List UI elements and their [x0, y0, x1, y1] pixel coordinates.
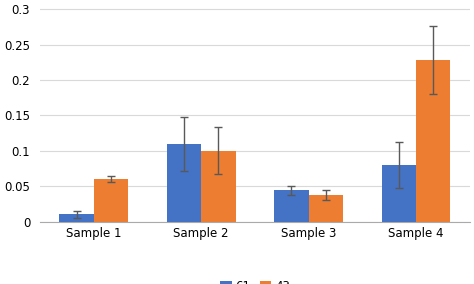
Bar — [309, 195, 343, 222]
Bar — [59, 214, 94, 222]
Bar — [94, 179, 128, 222]
Legend: 61, 43: 61, 43 — [215, 275, 294, 284]
Bar — [274, 190, 309, 222]
Bar — [167, 144, 201, 222]
Bar — [416, 60, 450, 222]
Bar — [201, 151, 236, 222]
Bar — [382, 165, 416, 222]
